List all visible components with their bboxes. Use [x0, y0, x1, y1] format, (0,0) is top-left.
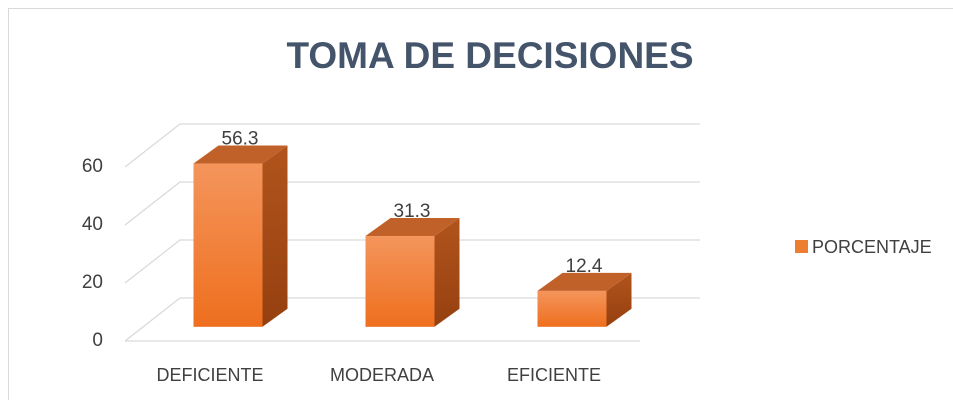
y-tick-label: 60: [82, 156, 103, 177]
y-tick-label: 20: [82, 272, 103, 293]
bar-top: [193, 145, 288, 164]
data-label: 31.3: [394, 201, 431, 222]
x-tick-label: DEFICIENTE: [156, 365, 263, 385]
grid-line: [124, 181, 700, 226]
x-tick-label: EFICIENTE: [507, 365, 601, 385]
grid-line: [124, 123, 700, 168]
grid-line: [124, 297, 700, 342]
bar-top: [365, 218, 460, 237]
legend-label: PORCENTAJE: [812, 237, 932, 257]
x-tick-label: MODERADA: [330, 365, 434, 385]
legend-swatch: [795, 240, 808, 253]
chart-border: [8, 8, 953, 400]
bar-front: [193, 163, 263, 327]
y-tick-label: 0: [92, 330, 103, 351]
chart-title: TOMA DE DECISIONES: [286, 35, 693, 76]
data-label: 56.3: [222, 129, 259, 150]
bar-side: [434, 218, 460, 327]
y-tick-label: 40: [82, 214, 103, 235]
bar-top: [537, 272, 632, 291]
bar-front: [365, 236, 435, 327]
bar-front: [537, 290, 607, 327]
bar-side: [606, 272, 632, 327]
bar-side: [262, 145, 288, 327]
data-label: 12.4: [566, 256, 603, 277]
grid-line: [124, 239, 700, 284]
